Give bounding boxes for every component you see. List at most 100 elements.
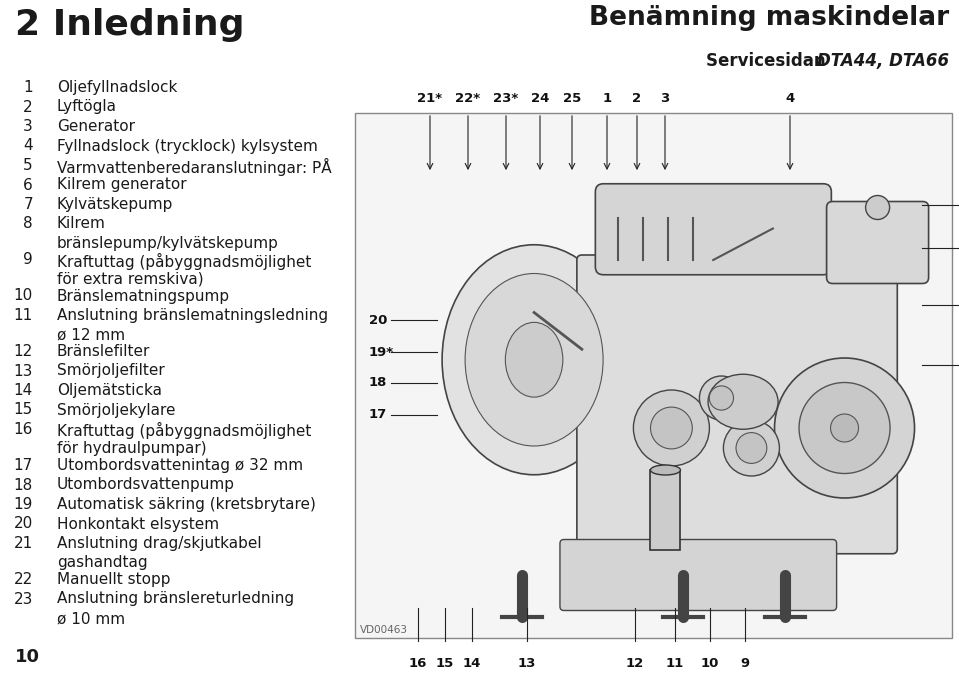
Text: 18: 18 — [13, 477, 33, 493]
Ellipse shape — [442, 245, 626, 474]
Text: DTA44, DTA66: DTA44, DTA66 — [817, 52, 949, 70]
Bar — [650, 470, 681, 550]
Circle shape — [830, 414, 858, 442]
Text: Varmvattenberedaranslutningar: PÅ: Varmvattenberedaranslutningar: PÅ — [57, 158, 332, 176]
Text: Bränslefilter: Bränslefilter — [57, 344, 151, 359]
Text: 3: 3 — [661, 92, 669, 105]
Text: 6: 6 — [23, 177, 33, 193]
Text: 22: 22 — [13, 572, 33, 587]
Text: 4: 4 — [785, 92, 795, 105]
Text: 3: 3 — [23, 119, 33, 134]
Circle shape — [699, 376, 743, 420]
Ellipse shape — [465, 274, 603, 446]
Text: ø 12 mm: ø 12 mm — [57, 328, 125, 342]
Text: Kilrem: Kilrem — [57, 216, 105, 231]
Circle shape — [633, 390, 710, 466]
Ellipse shape — [708, 374, 778, 429]
Text: 19*: 19* — [369, 346, 394, 359]
Text: 5: 5 — [23, 158, 33, 173]
Text: 25: 25 — [563, 92, 581, 105]
Text: 21*: 21* — [417, 92, 442, 105]
Text: 10: 10 — [701, 657, 719, 670]
Text: 24: 24 — [531, 92, 550, 105]
Text: Utombordsvattenintag ø 32 mm: Utombordsvattenintag ø 32 mm — [57, 458, 303, 473]
Text: 16: 16 — [13, 422, 33, 437]
Text: Kylvätskepump: Kylvätskepump — [57, 197, 174, 212]
Text: 20: 20 — [13, 516, 33, 532]
Text: gashandtag: gashandtag — [57, 555, 148, 570]
Text: ø 10 mm: ø 10 mm — [57, 611, 125, 626]
Text: 23*: 23* — [493, 92, 519, 105]
Text: 19: 19 — [13, 497, 33, 512]
Text: Oljemätsticka: Oljemätsticka — [57, 383, 162, 398]
Text: 14: 14 — [463, 657, 481, 670]
Circle shape — [866, 195, 890, 220]
FancyBboxPatch shape — [560, 539, 836, 611]
Text: Anslutning bränslereturledning: Anslutning bränslereturledning — [57, 592, 294, 607]
Text: Anslutning bränslematningsledning: Anslutning bränslematningsledning — [57, 308, 328, 323]
Text: 8: 8 — [23, 216, 33, 231]
Text: 18: 18 — [369, 377, 387, 390]
Text: 4: 4 — [23, 138, 33, 154]
Circle shape — [775, 358, 915, 498]
Text: 16: 16 — [409, 657, 427, 670]
Circle shape — [723, 420, 780, 476]
Bar — [355, 113, 952, 638]
Text: 17: 17 — [13, 458, 33, 473]
Text: 11: 11 — [13, 308, 33, 323]
Text: Lyftögla: Lyftögla — [57, 100, 117, 115]
Text: 13: 13 — [518, 657, 536, 670]
Text: 12: 12 — [626, 657, 644, 670]
Text: 20: 20 — [369, 313, 387, 326]
Text: Kraftuttag (påbyggnadsmöjlighet: Kraftuttag (påbyggnadsmöjlighet — [57, 253, 312, 270]
Text: för extra remskiva): för extra remskiva) — [57, 272, 203, 287]
Text: Smörjoljekylare: Smörjoljekylare — [57, 402, 175, 417]
Text: Fyllnadslock (trycklock) kylsystem: Fyllnadslock (trycklock) kylsystem — [57, 138, 317, 154]
Text: 12: 12 — [13, 344, 33, 359]
Text: 9: 9 — [740, 657, 750, 670]
Text: för hydraulpumpar): för hydraulpumpar) — [57, 441, 206, 456]
Text: 10: 10 — [13, 288, 33, 303]
Text: 11: 11 — [666, 657, 684, 670]
Text: Servicesidan: Servicesidan — [706, 52, 837, 70]
Text: 1: 1 — [602, 92, 612, 105]
Text: Benämning maskindelar: Benämning maskindelar — [589, 5, 949, 31]
Text: 2: 2 — [632, 92, 642, 105]
Circle shape — [650, 407, 692, 449]
Ellipse shape — [505, 322, 563, 397]
Circle shape — [736, 433, 767, 464]
Text: 13: 13 — [13, 363, 33, 379]
Circle shape — [799, 383, 890, 474]
Text: 14: 14 — [13, 383, 33, 398]
Text: 15: 15 — [13, 402, 33, 417]
FancyBboxPatch shape — [827, 202, 928, 284]
Text: bränslepump/kylvätskepump: bränslepump/kylvätskepump — [57, 236, 279, 251]
FancyBboxPatch shape — [596, 184, 831, 275]
Text: Anslutning drag/skjutkabel: Anslutning drag/skjutkabel — [57, 536, 262, 551]
Text: 9: 9 — [23, 253, 33, 268]
Text: 2: 2 — [23, 100, 33, 115]
Text: 10: 10 — [15, 648, 40, 666]
Text: 17: 17 — [369, 408, 387, 421]
Text: Automatisk säkring (kretsbrytare): Automatisk säkring (kretsbrytare) — [57, 497, 316, 512]
Text: 1: 1 — [23, 80, 33, 95]
Circle shape — [710, 386, 734, 410]
Text: 21: 21 — [13, 536, 33, 551]
Text: Honkontakt elsystem: Honkontakt elsystem — [57, 516, 219, 532]
Ellipse shape — [650, 465, 681, 475]
Text: 2 Inledning: 2 Inledning — [15, 8, 245, 42]
Text: Generator: Generator — [57, 119, 135, 134]
Text: 7: 7 — [23, 197, 33, 212]
Text: Kraftuttag (påbyggnadsmöjlighet: Kraftuttag (påbyggnadsmöjlighet — [57, 422, 312, 439]
Text: Oljefyllnadslock: Oljefyllnadslock — [57, 80, 177, 95]
FancyBboxPatch shape — [577, 255, 898, 554]
Text: 23: 23 — [13, 592, 33, 607]
Text: VD00463: VD00463 — [360, 625, 408, 635]
Text: 15: 15 — [436, 657, 455, 670]
Text: 22*: 22* — [456, 92, 480, 105]
Text: Utombordsvattenpump: Utombordsvattenpump — [57, 477, 235, 493]
Text: Bränslematningspump: Bränslematningspump — [57, 288, 230, 303]
Text: Manuellt stopp: Manuellt stopp — [57, 572, 171, 587]
Text: Smörjoljefilter: Smörjoljefilter — [57, 363, 165, 379]
Text: Kilrem generator: Kilrem generator — [57, 177, 187, 193]
